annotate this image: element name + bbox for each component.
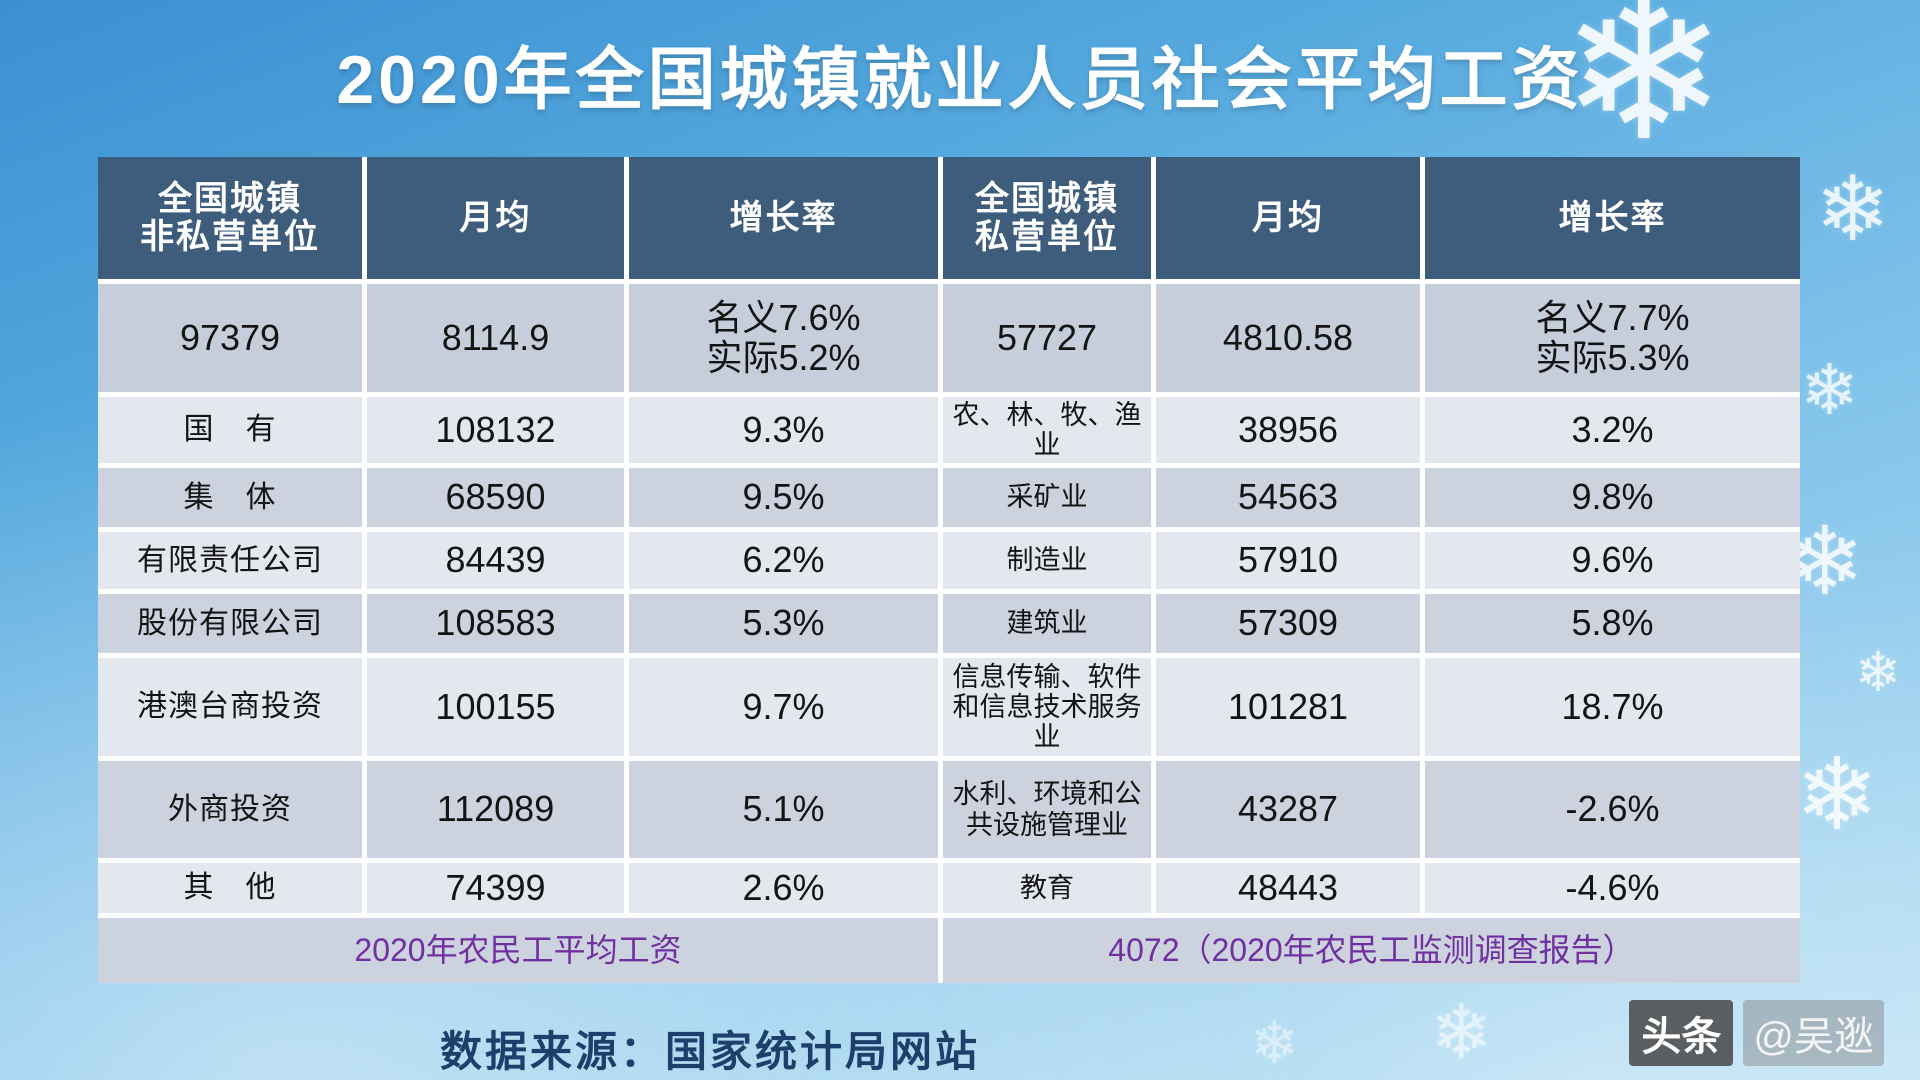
column-header-monthly-avg-right: 月均 <box>1156 157 1420 279</box>
table-cell: 101281 <box>1156 658 1420 756</box>
table-cell: 112089 <box>367 761 624 858</box>
table-cell: 农、林、牧、渔业 <box>943 397 1151 463</box>
page-title: 2020年全国城镇就业人员社会平均工资 <box>336 42 1584 118</box>
table-cell: 38956 <box>1156 397 1420 463</box>
snowflake-icon: ❄ <box>1815 160 1891 260</box>
table-cell: 4810.58 <box>1156 284 1420 392</box>
snowflake-icon: ❄ <box>1800 351 1859 429</box>
table-cell: -4.6% <box>1425 863 1800 913</box>
table-cell: 48443 <box>1156 863 1420 913</box>
snowflake-icon: ❄ <box>1855 641 1902 703</box>
table-cell: 57727 <box>943 284 1151 392</box>
table-cell: 9.7% <box>629 658 938 756</box>
table-cell: 9.8% <box>1425 468 1800 527</box>
table-cell: 3.2% <box>1425 397 1800 463</box>
table-cell: 43287 <box>1156 761 1420 858</box>
watermark-handle: @吴逖 <box>1743 1000 1884 1066</box>
table-cell: 5.8% <box>1425 594 1800 653</box>
table-cell: 8114.9 <box>367 284 624 392</box>
table-cell: 水利、环境和公共设施管理业 <box>943 761 1151 858</box>
table-cell: 教育 <box>943 863 1151 913</box>
table-cell: 68590 <box>367 468 624 527</box>
table-cell: 108583 <box>367 594 624 653</box>
table-cell: 9.3% <box>629 397 938 463</box>
wage-table: 全国城镇 非私营单位 月均 增长率 全国城镇 私营单位 月均 增长率 97379… <box>98 157 1800 983</box>
table-cell: 18.7% <box>1425 658 1800 756</box>
table-cell: 采矿业 <box>943 468 1151 527</box>
table-cell: 制造业 <box>943 532 1151 589</box>
column-header-monthly-avg-left: 月均 <box>367 157 624 279</box>
table-cell: 港澳台商投资 <box>98 658 362 756</box>
table-cell: 其 他 <box>98 863 362 913</box>
table-cell: 54563 <box>1156 468 1420 527</box>
column-header-nonprivate-unit: 全国城镇 非私营单位 <box>98 157 362 279</box>
column-header-growth-rate-left: 增长率 <box>629 157 938 279</box>
watermark: 头条 @吴逖 <box>1629 1000 1884 1066</box>
table-cell: 57309 <box>1156 594 1420 653</box>
table-cell: 5.1% <box>629 761 938 858</box>
table-cell: 100155 <box>367 658 624 756</box>
snowflake-icon: ❄ <box>1795 739 1879 851</box>
column-header-growth-rate-right: 增长率 <box>1425 157 1800 279</box>
table-cell: 108132 <box>367 397 624 463</box>
table-cell: 有限责任公司 <box>98 532 362 589</box>
table-cell: 57910 <box>1156 532 1420 589</box>
snowflake-icon: ❄ <box>1430 990 1493 1074</box>
table-cell: 9.6% <box>1425 532 1800 589</box>
table-cell: 2.6% <box>629 863 938 913</box>
table-cell: 国 有 <box>98 397 362 463</box>
footer-migrant-wage-label: 2020年农民工平均工资 <box>98 918 938 983</box>
table-cell: 9.5% <box>629 468 938 527</box>
watermark-brand: 头条 <box>1629 1000 1734 1066</box>
table-cell: -2.6% <box>1425 761 1800 858</box>
table-cell: 名义7.7% 实际5.3% <box>1425 284 1800 392</box>
table-cell: 5.3% <box>629 594 938 653</box>
data-source-note: 数据来源：国家统计局网站 <box>439 1028 980 1075</box>
table-cell: 6.2% <box>629 532 938 589</box>
table-cell: 74399 <box>367 863 624 913</box>
table-cell: 建筑业 <box>943 594 1151 653</box>
table-cell: 外商投资 <box>98 761 362 858</box>
table-cell: 84439 <box>367 532 624 589</box>
table-cell: 股份有限公司 <box>98 594 362 653</box>
table-cell: 集 体 <box>98 468 362 527</box>
table-cell: 97379 <box>98 284 362 392</box>
table-cell: 名义7.6% 实际5.2% <box>629 284 938 392</box>
footer-migrant-wage-value: 4072（2020年农民工监测调查报告） <box>943 918 1800 983</box>
column-header-private-unit: 全国城镇 私营单位 <box>943 157 1151 279</box>
table-cell: 信息传输、软件和信息技术服务业 <box>943 658 1151 756</box>
